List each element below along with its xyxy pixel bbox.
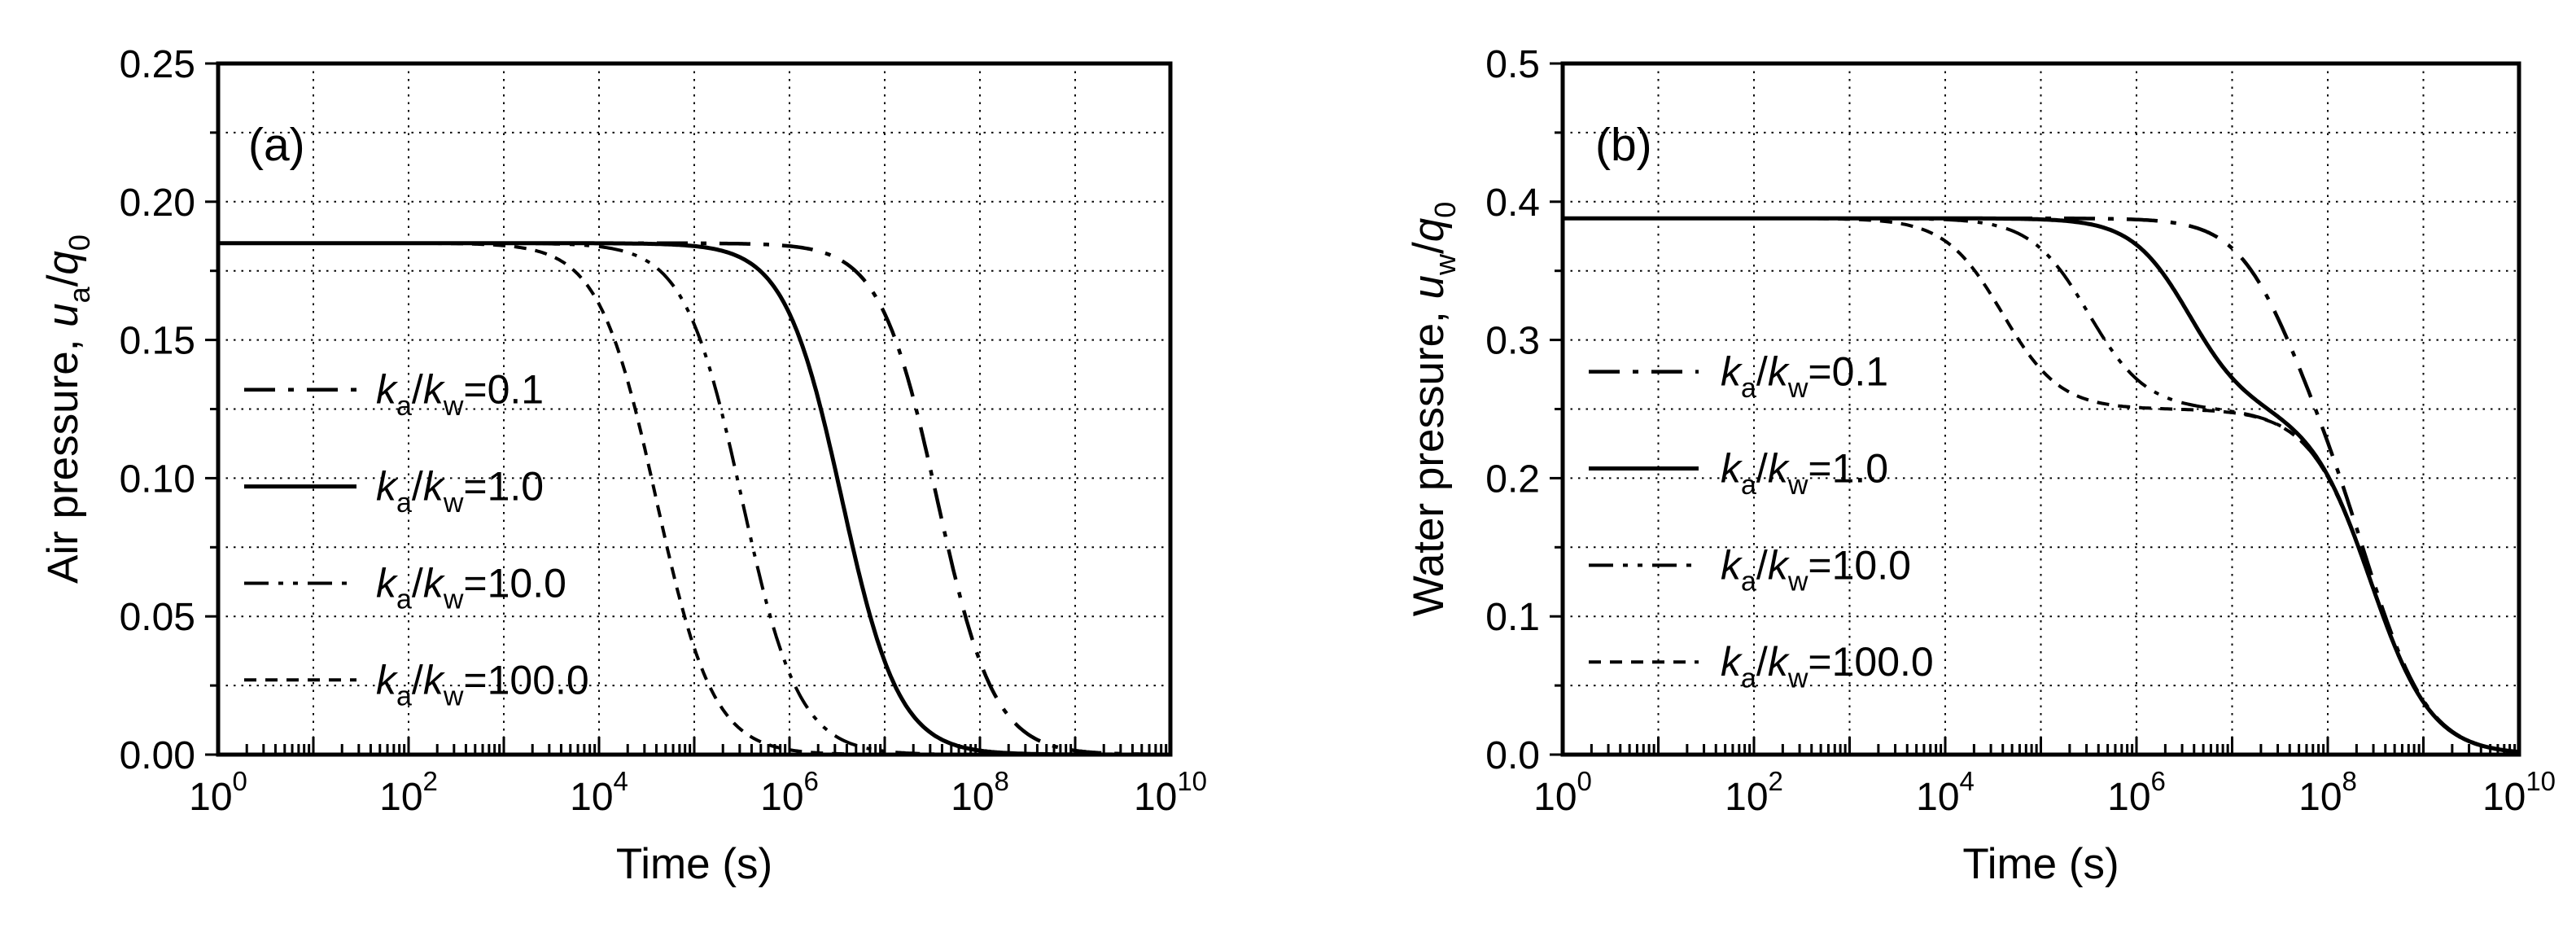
y-ticks: [1550, 62, 1563, 756]
legend: ka/kw=0.1 ka/kw=1.0 ka/kw=10.0 ka/kw=100.0: [1589, 349, 1934, 694]
panel-a: 100 102 104 106 108 1010 0.00 0.05 0.10 0.15 0.20 0…: [39, 43, 1207, 888]
legend-label-ka/kw=1.0: ka/kw=1.0: [1721, 446, 1888, 501]
x-tick-label: 108: [951, 766, 1009, 819]
x-tick-label: 104: [570, 766, 628, 819]
curve-ka/kw=10.0: [1563, 217, 2520, 754]
legend: ka/kw=0.1 ka/kw=1.0 ka/kw=10.0 ka/kw=100.0: [244, 367, 589, 712]
grid: [1563, 63, 2519, 755]
y-tick-label: 0.10: [120, 457, 195, 501]
x-tick-label: 106: [2107, 766, 2166, 819]
x-tick-label: 1010: [2482, 766, 2556, 819]
x-tick-label: 100: [189, 766, 247, 819]
legend-label-ka/kw=0.1: ka/kw=0.1: [376, 367, 544, 422]
y-tick-label: 0.1: [1485, 596, 1540, 639]
y-tick-label: 0.3: [1485, 320, 1540, 363]
panel-b: 100 102 104 106 108 1010 0.0 0.1 0.2 0.3 0.4 0.5 Tim…: [1405, 43, 2556, 888]
legend-label-ka/kw=100.0: ka/kw=100.0: [376, 657, 589, 711]
legend-label-ka/kw=1.0: ka/kw=1.0: [376, 464, 544, 519]
y-axis-label: Air pressure, ua/q0: [39, 234, 96, 584]
x-axis-label: Time (s): [1962, 840, 2119, 888]
y-tick-label: 0.20: [120, 182, 195, 225]
y-tick-label: 0.25: [120, 43, 195, 86]
x-tick-label: 104: [1916, 766, 1975, 819]
y-tick-label: 0.5: [1485, 43, 1540, 86]
y-tick-label: 0.4: [1485, 182, 1540, 225]
curve-ka/kw=0.1: [1563, 216, 2520, 754]
x-tick-label: 108: [2298, 766, 2357, 819]
legend-label-ka/kw=100.0: ka/kw=100.0: [1721, 639, 1934, 694]
y-tick-label: 0.0: [1485, 734, 1540, 777]
x-tick-label: 102: [379, 766, 438, 819]
legend-label-ka/kw=0.1: ka/kw=0.1: [1721, 349, 1888, 404]
x-tick-label: 100: [1533, 766, 1592, 819]
curve-ka/kw=1.0: [1562, 216, 2520, 755]
y-tick-label: 0.15: [120, 320, 195, 363]
x-tick-label: 106: [760, 766, 819, 819]
y-tick-label: 0.2: [1485, 457, 1540, 501]
panel-tag: (a): [248, 119, 305, 171]
x-ticks: [245, 737, 1168, 755]
x-axis-label: Time (s): [616, 840, 772, 888]
y-ticks: [205, 62, 218, 756]
legend-label-ka/kw=10.0: ka/kw=10.0: [376, 560, 566, 615]
legend-label-ka/kw=10.0: ka/kw=10.0: [1721, 542, 1911, 597]
y-axis-label: Water pressure, uw/q0: [1405, 202, 1462, 617]
x-tick-label: 1010: [1134, 766, 1207, 819]
y-tick-label: 0.05: [120, 596, 195, 639]
x-ticks: [1590, 737, 2517, 755]
curve-ka/kw=100.0: [1563, 217, 2520, 754]
panel-tag: (b): [1595, 119, 1652, 171]
y-tick-label: 0.00: [120, 734, 195, 777]
x-tick-label: 102: [1725, 766, 1783, 819]
